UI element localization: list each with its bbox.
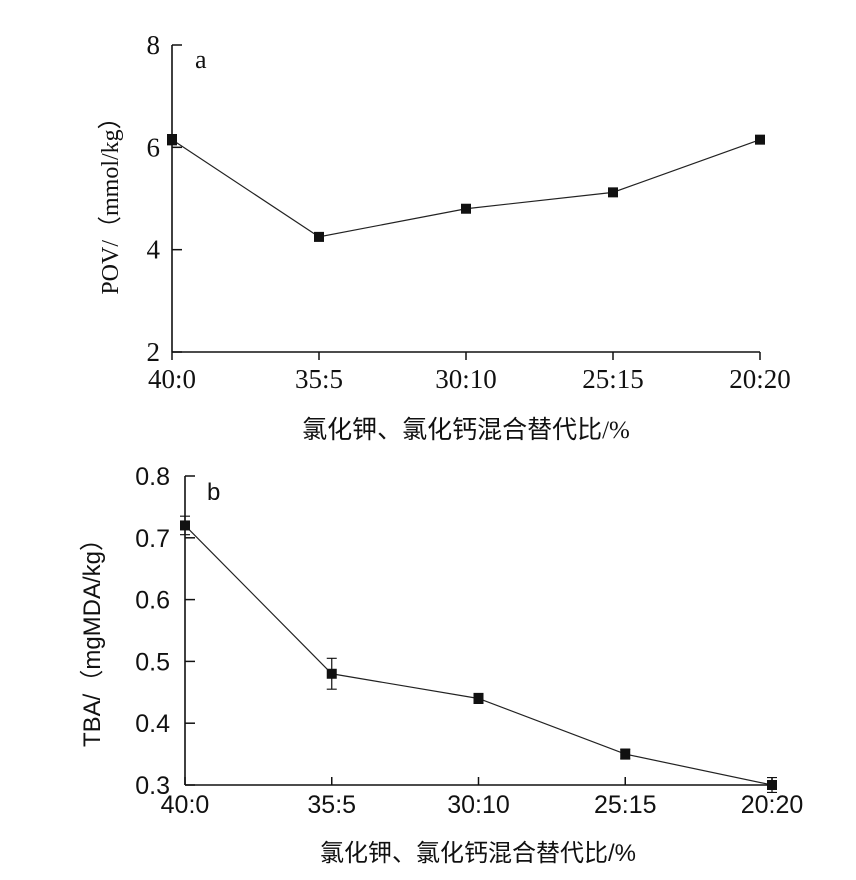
x-tick-label: 20:20 <box>729 364 791 394</box>
y-tick-label: 0.5 <box>135 648 170 676</box>
chart-panel-b: b TBA/（mgMDA/kg） 氯化钾、氯化钙混合替代比/% 0.3 0.4 0.… <box>79 463 803 867</box>
y-tick-label: 8 <box>147 30 161 60</box>
data-point <box>608 187 618 198</box>
y-tick-label: 0.8 <box>135 463 170 491</box>
data-point <box>767 780 777 790</box>
y-tick-label: 0.4 <box>135 710 170 738</box>
data-point <box>461 203 471 214</box>
panel-label: b <box>207 479 220 506</box>
data-point <box>473 693 484 704</box>
x-axis-label: 氯化钾、氯化钙混合替代比/% <box>302 416 630 444</box>
data-point <box>167 134 177 145</box>
series-line <box>184 525 773 786</box>
x-tick-label: 40:0 <box>161 791 210 819</box>
y-tick-label: 0.6 <box>135 587 170 615</box>
panel-label: a <box>195 45 207 74</box>
x-tick-label: 35:5 <box>295 364 343 394</box>
x-tick-label: 40:0 <box>148 364 196 394</box>
data-point <box>314 231 324 242</box>
y-tick-label: 0.3 <box>135 772 170 800</box>
x-tick-label: 25:15 <box>594 791 657 819</box>
x-tick-label: 30:10 <box>447 791 510 819</box>
y-axis-label-group: TBA/（mgMDA/kg） <box>79 527 106 747</box>
y-tick-label: 2 <box>147 337 161 367</box>
data-point <box>755 134 765 145</box>
y-tick-label: 6 <box>147 132 161 162</box>
chart-panel-a: a POV/（mmol/kg） 氯化钾、氯化钙混合替代比/% 2 4 6 8 40:0… <box>98 30 791 444</box>
y-axis-label: TBA/（mgMDA/kg） <box>79 527 106 747</box>
x-tick-label: 20:20 <box>741 791 804 819</box>
x-axis-label: 氯化钾、氯化钙混合替代比/% <box>320 840 636 867</box>
y-axis-label-group: POV/（mmol/kg） <box>98 105 124 294</box>
y-tick-label: 0.7 <box>135 525 170 553</box>
data-point <box>620 749 631 760</box>
data-point <box>180 520 190 531</box>
data-point <box>326 668 337 679</box>
series-line <box>171 139 761 238</box>
y-axis-label: POV/（mmol/kg） <box>98 105 124 294</box>
x-tick-label: 25:15 <box>582 364 644 394</box>
x-tick-label: 35:5 <box>307 791 356 819</box>
x-tick-label: 30:10 <box>435 364 497 394</box>
y-tick-label: 4 <box>147 235 161 265</box>
